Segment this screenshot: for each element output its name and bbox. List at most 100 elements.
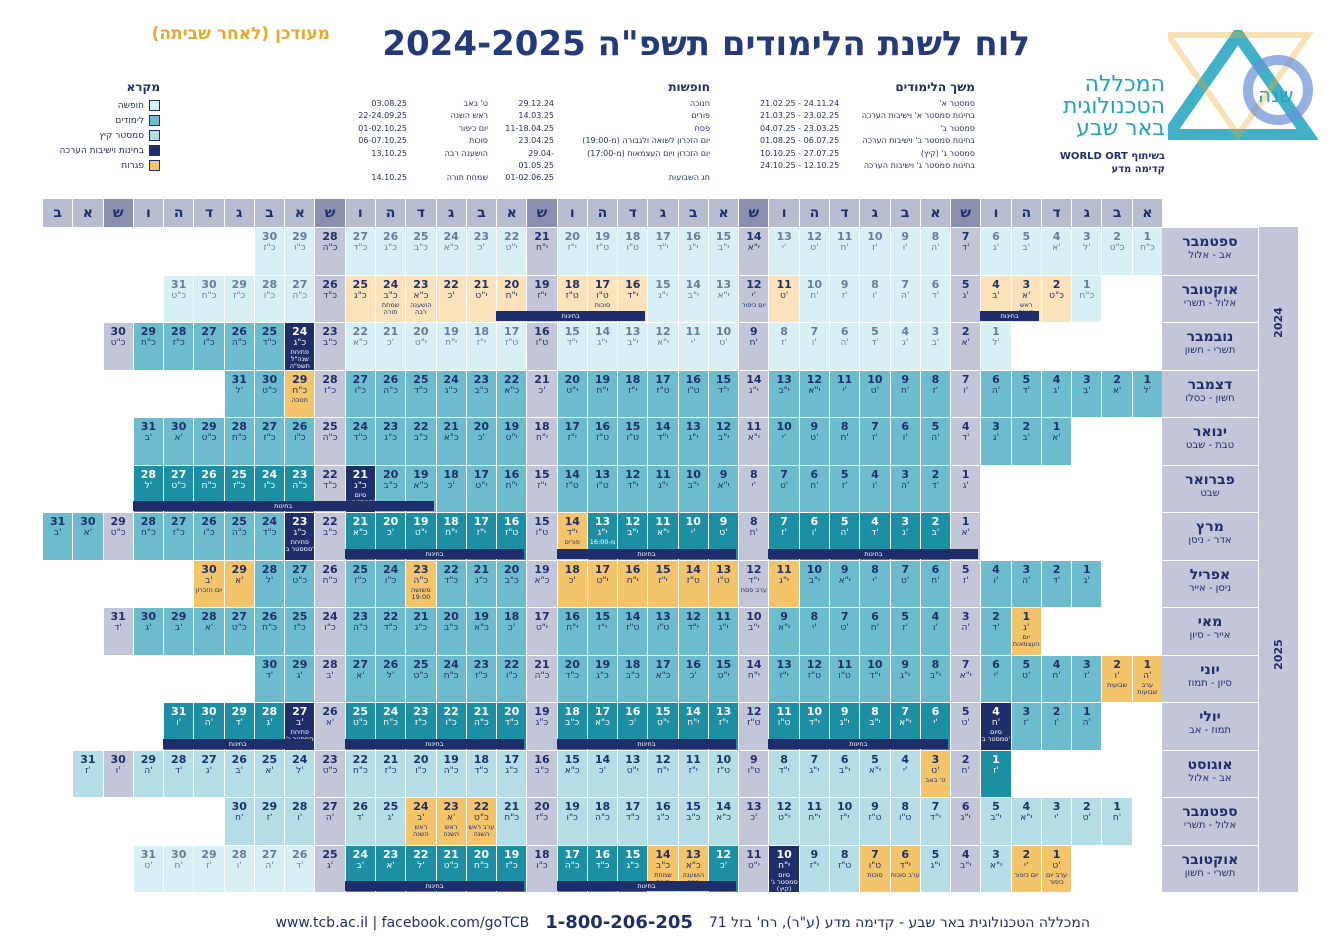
day-cell: 9 ט' xyxy=(798,417,830,465)
day-number: 5 xyxy=(1022,657,1031,671)
day-note: ערב יום כיפור xyxy=(1045,870,1068,886)
hebrew-date: ו' xyxy=(1054,718,1059,728)
day-number: 28 xyxy=(231,420,247,433)
day-cell: 15 י"ט xyxy=(707,654,739,702)
day-cell: 13 י"ב xyxy=(768,369,799,417)
day-number: 15 xyxy=(534,515,550,528)
day-number: 26 xyxy=(201,467,217,481)
hebrew-date: ל' xyxy=(992,338,1000,348)
holiday-label: פורים xyxy=(691,111,710,121)
day-cell: 12 י"א xyxy=(647,322,678,370)
day-number: 6 xyxy=(931,277,940,291)
day-number: 22 xyxy=(352,325,368,338)
day-number: 25 xyxy=(352,277,368,291)
month-label: יוני סיון - תמוז xyxy=(1162,654,1258,702)
footer-links[interactable]: www.tcb.ac.il | facebook.com/goTCB xyxy=(275,914,530,931)
hebrew-date: ו' xyxy=(902,243,908,253)
day-number: 18 xyxy=(564,705,580,718)
day-number: 31 xyxy=(171,277,187,291)
day-cell: 16 י"ח xyxy=(496,464,527,512)
hebrew-date: כ' xyxy=(477,243,486,253)
day-cell: 28 כ"ז xyxy=(314,369,345,417)
hebrew-date: ד' xyxy=(175,765,183,776)
day-cell: 18 י"ז xyxy=(617,369,648,417)
day-number: 10 xyxy=(685,467,701,481)
day-number: 9 xyxy=(719,467,728,481)
hebrew-date: כ"ו xyxy=(445,718,457,728)
day-cell: 13 ט"ו xyxy=(707,559,739,607)
hebrew-date: כ"ז xyxy=(263,243,276,253)
hebrew-date: כ"ט xyxy=(474,813,489,823)
day-number: 12 xyxy=(746,562,762,576)
day-number: 29 xyxy=(201,847,217,861)
holiday-dates-2: 01-02.10.25 xyxy=(358,123,407,133)
day-cell: 10 ז' xyxy=(859,227,890,275)
day-number: 19 xyxy=(504,847,520,861)
day-number: 13 xyxy=(776,657,792,671)
holiday-dates-2: 14.10.25 xyxy=(371,173,407,183)
day-note: יום העצמאות xyxy=(1012,633,1040,648)
day-cell: 12 י"א xyxy=(798,369,830,417)
day-number: 30 xyxy=(261,657,278,671)
day-number: 17 xyxy=(655,657,671,671)
day-cell: 8 ו' xyxy=(859,274,890,322)
day-cell: 5 ד' xyxy=(1010,369,1041,417)
day-number: 25 xyxy=(413,372,429,386)
hebrew-date: כ"ה xyxy=(474,718,489,728)
day-cell: 28 ד' xyxy=(163,749,194,797)
day-number: 1 xyxy=(1052,420,1061,433)
day-number: 25 xyxy=(322,847,338,861)
hebrew-date: י"ט xyxy=(414,338,427,348)
hebrew-date: י"ד xyxy=(566,528,578,538)
day-number: 10 xyxy=(746,610,762,623)
day-cell: 5 י"א xyxy=(859,749,890,797)
footer-phone[interactable]: 1-800-206-205 xyxy=(545,912,693,933)
study-duration-label: בחינות סמסטר ג' וישיבות הערכה xyxy=(863,161,975,171)
day-number: 14 xyxy=(655,420,671,433)
hebrew-date: י"ז xyxy=(840,813,850,823)
day-cell: 24 כ"ו xyxy=(374,559,406,607)
day-number: 19 xyxy=(564,800,580,813)
day-number: 28 xyxy=(140,515,157,528)
hebrew-date: י' xyxy=(902,765,908,776)
day-number: 11 xyxy=(836,657,853,671)
day-cell: 8 ז' xyxy=(919,369,951,417)
day-cell: 25 כ"ט xyxy=(405,654,436,702)
hebrew-date: ז' xyxy=(1023,718,1030,728)
hebrew-date: ב' xyxy=(931,338,940,348)
day-number: 18 xyxy=(625,657,641,671)
day-cell: 8 י"ב xyxy=(919,654,951,702)
day-cell: 20 כ"ד xyxy=(556,654,587,702)
hebrew-date: ג' xyxy=(145,623,152,633)
day-number: 31 xyxy=(80,752,96,766)
holiday-dates: 23.04.25 xyxy=(518,136,554,146)
hebrew-date: ג' xyxy=(992,243,1000,253)
hebrew-date: י"ב xyxy=(627,338,639,348)
day-cell: 29 ג' xyxy=(284,654,315,702)
holiday-dates: 01-02.06.25 xyxy=(505,173,554,183)
day-number: 9 xyxy=(719,515,728,528)
hebrew-date: א' xyxy=(1052,433,1061,443)
day-number: 10 xyxy=(867,230,883,243)
month-hebrew-range: אלול - תשרי xyxy=(1183,820,1237,831)
study-duration-label: בחינות סמסטר ב' וישיבות הערכה xyxy=(862,136,976,146)
study-duration-label: סמסטר ג' (קיץ) xyxy=(920,148,975,158)
day-number: 30 xyxy=(261,230,278,243)
hebrew-date: כ"ג xyxy=(475,575,488,586)
day-cell: 19 י"ח xyxy=(586,369,618,417)
year-label: 2024 xyxy=(1258,227,1298,417)
hebrew-date: י' xyxy=(812,623,817,633)
hebrew-date: י' xyxy=(781,243,787,253)
day-cell: 5 ג' xyxy=(950,274,981,322)
day-number: 1 xyxy=(1022,610,1031,623)
hebrew-date: ב' xyxy=(144,433,153,443)
day-number: 26 xyxy=(231,325,247,338)
hebrew-date: ב' xyxy=(1022,243,1031,253)
hebrew-date: י"ז xyxy=(476,528,487,538)
day-cell: 9 ח' xyxy=(738,322,769,370)
day-cell: 26 כ"ח xyxy=(314,559,345,607)
hebrew-date: ב' xyxy=(356,860,365,871)
hebrew-date: ז' xyxy=(962,575,969,586)
hebrew-date: כ"ו xyxy=(506,670,518,681)
year-text: 2024 xyxy=(1272,306,1285,338)
